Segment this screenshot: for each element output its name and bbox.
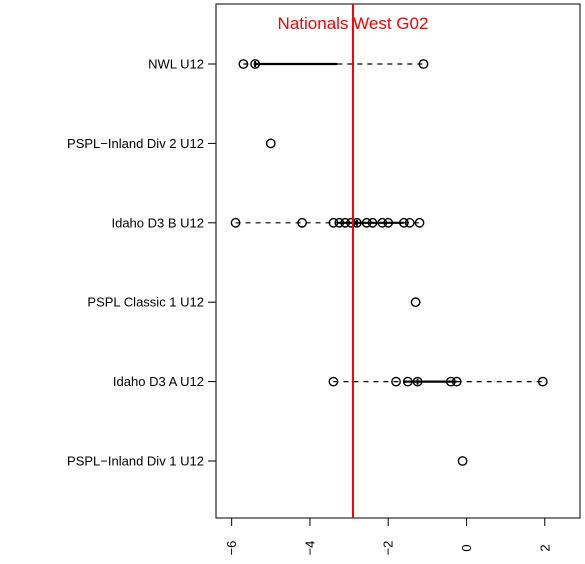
data-point (367, 217, 378, 228)
x-tick-label: −2 (381, 541, 396, 556)
y-axis: NWL U12 PSPL−Inland Div 2 U12 Idaho D3 B U… (67, 57, 216, 469)
x-axis: −6 −4 −2 0 2 (224, 518, 552, 555)
data-point (404, 217, 415, 228)
data-point (457, 456, 468, 466)
data-point (537, 376, 548, 387)
data-point (340, 217, 351, 228)
y-tick-label: PSPL−Inland Div 1 U12 (67, 454, 204, 469)
data-point (361, 217, 372, 228)
data-point (328, 217, 339, 228)
y-tick-label: Idaho D3 B U12 (111, 215, 204, 230)
data-point (383, 217, 394, 228)
data-point (346, 217, 356, 228)
data-point (377, 217, 388, 228)
y-tick-label: PSPL Classic 1 U12 (87, 295, 204, 310)
data-point (418, 59, 429, 69)
data-point (297, 217, 308, 228)
data-points (230, 59, 548, 466)
data-point (410, 297, 421, 308)
y-tick-label: Idaho D3 A U12 (113, 374, 204, 389)
data-point (402, 376, 413, 387)
data-point (412, 376, 423, 387)
data-point (238, 59, 249, 69)
y-tick-label: NWL U12 (148, 57, 204, 72)
data-point (334, 217, 345, 228)
data-point (451, 376, 462, 387)
x-tick-label: −4 (302, 541, 317, 556)
x-tick-label: −6 (224, 541, 239, 556)
data-point (391, 376, 401, 387)
reference-line-label: Nationals West G02 (278, 14, 429, 33)
x-tick-label: 2 (537, 544, 552, 551)
data-point (398, 217, 409, 228)
box-plots (235, 61, 543, 385)
plot-frame (215, 3, 581, 519)
y-tick-label: PSPL−Inland Div 2 U12 (67, 136, 204, 151)
data-point (328, 376, 339, 387)
data-point (250, 59, 261, 69)
data-point (230, 217, 241, 228)
data-point (414, 217, 425, 228)
data-point (265, 138, 276, 149)
data-point (445, 376, 456, 387)
x-tick-label: 0 (459, 544, 474, 551)
